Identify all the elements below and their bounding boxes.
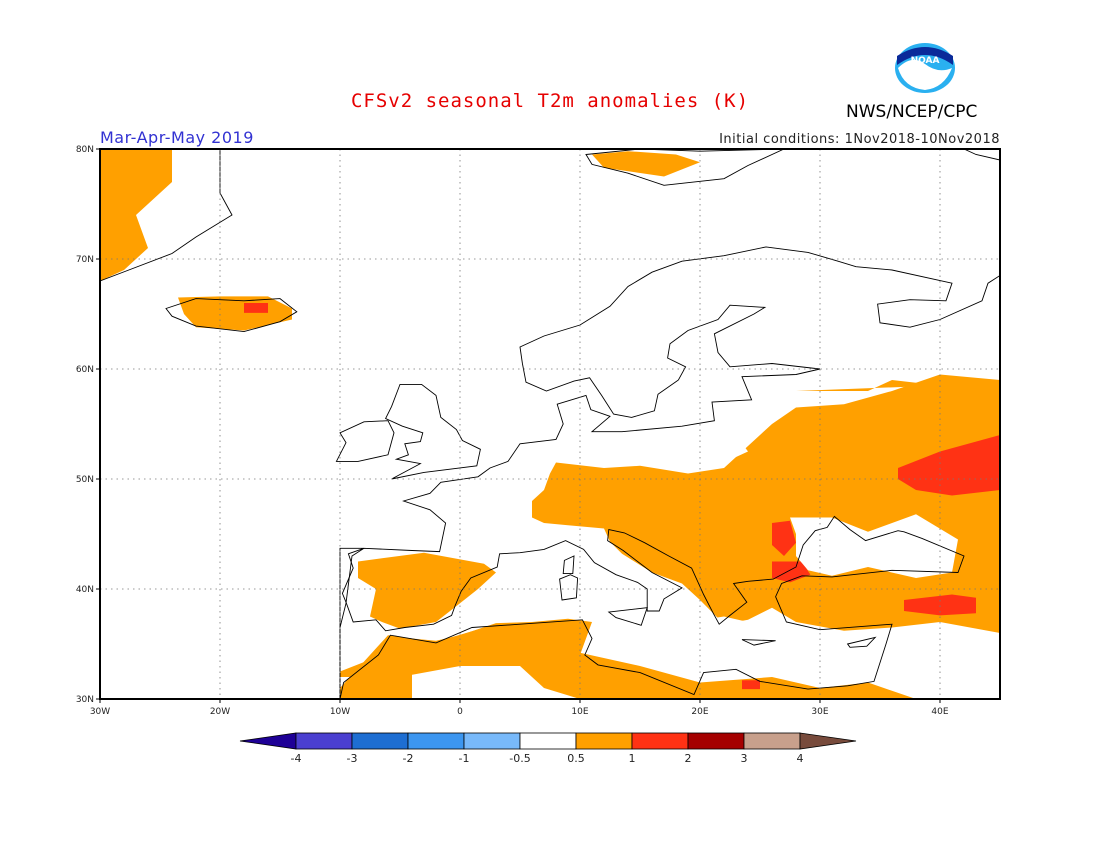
noaa-logo-icon: NOAA xyxy=(895,43,955,93)
colorbar-arrow-left xyxy=(239,732,297,750)
island-coast-2 xyxy=(559,574,579,601)
colorbar-swatch xyxy=(743,732,801,750)
anomaly-region-5 xyxy=(340,618,592,677)
colorbar-label: 3 xyxy=(741,752,748,765)
lat-tick-label: 60N xyxy=(76,365,94,375)
colorbar-swatch xyxy=(631,732,689,750)
colorbar-swatch xyxy=(407,732,465,750)
greenland-coast xyxy=(100,149,233,282)
colorbar-label: 0.5 xyxy=(567,752,585,765)
org-label: NWS/NCEP/CPC xyxy=(846,102,978,122)
anomaly-region-9 xyxy=(772,520,796,556)
coastlines xyxy=(100,149,1000,699)
lat-tick-label: 30N xyxy=(76,695,94,705)
anomaly-region-2 xyxy=(244,303,268,313)
coastline-2 xyxy=(339,515,965,699)
anomaly-region-11 xyxy=(904,594,976,616)
lon-tick-label: 40E xyxy=(931,707,948,717)
island-coast-0 xyxy=(335,420,395,462)
colorbar-swatch xyxy=(351,732,409,750)
lon-tick-label: 20W xyxy=(210,707,230,717)
lon-tick-label: 30W xyxy=(90,707,110,717)
gridlines xyxy=(100,149,1000,699)
colorbar-label: 2 xyxy=(685,752,692,765)
anomaly-region-15 xyxy=(688,616,868,666)
lat-tick-label: 40N xyxy=(76,585,94,595)
forecast-period: Mar-Apr-May 2019 xyxy=(100,128,254,147)
island-coast-5 xyxy=(741,639,776,646)
logo-text: NOAA xyxy=(911,56,940,66)
coastline-1 xyxy=(339,246,1000,699)
coastline-0 xyxy=(165,298,298,333)
island-coast-4 xyxy=(607,607,648,626)
colorbar-label: -1 xyxy=(459,752,470,765)
colorbar-swatch xyxy=(463,732,521,750)
colorbar-swatch xyxy=(687,732,745,750)
lat-tick-label: 50N xyxy=(76,475,94,485)
anomaly-region-14 xyxy=(634,429,748,463)
island-coast-7 xyxy=(585,149,785,186)
anomaly-region-13 xyxy=(790,514,958,578)
colorbar-arrow-right xyxy=(799,732,857,750)
colorbar-swatch xyxy=(295,732,353,750)
map-frame xyxy=(99,148,1001,700)
colorbar-label: -3 xyxy=(347,752,358,765)
island-coast-1 xyxy=(384,383,481,480)
chart-title: CFSv2 seasonal T2m anomalies (K) xyxy=(350,90,750,112)
anomaly-region-12 xyxy=(742,680,760,690)
island-coast-8 xyxy=(963,149,1000,161)
anomaly-region-10 xyxy=(772,561,811,583)
colorbar-swatch xyxy=(575,732,633,750)
lon-tick-label: 30E xyxy=(811,707,828,717)
island-coast-6 xyxy=(846,636,877,648)
lat-tick-label: 80N xyxy=(76,145,94,155)
lon-tick-label: 0 xyxy=(457,707,463,717)
anomaly-region-6 xyxy=(358,552,496,629)
colorbar: -4 -3 -2 -1 -0.5 0.5 1 2 3 4 xyxy=(239,732,857,765)
colorbar-label: 1 xyxy=(629,752,636,765)
anomaly-shading xyxy=(100,149,1000,699)
anomaly-region-8 xyxy=(898,435,1000,496)
island-coast-3 xyxy=(562,555,575,575)
lon-tick-label: 10E xyxy=(571,707,588,717)
anomaly-region-3 xyxy=(592,151,700,177)
initial-conditions: Initial conditions: 1Nov2018-10Nov2018 xyxy=(719,132,1000,147)
colorbar-label: 4 xyxy=(797,752,804,765)
colorbar-swatch xyxy=(519,732,577,750)
anomaly-region-0 xyxy=(100,149,172,281)
colorbar-label: -2 xyxy=(403,752,414,765)
lon-tick-label: 10W xyxy=(330,707,350,717)
colorbar-label: -4 xyxy=(291,752,302,765)
lon-tick-label: 20E xyxy=(691,707,708,717)
colorbar-label: -0.5 xyxy=(509,752,530,765)
lat-tick-label: 70N xyxy=(76,255,94,265)
axis-ticks: 30W 20W 10W 0 10E 20E 30E 40E 30N 40N 50N 60N 70N 80N xyxy=(76,145,949,717)
